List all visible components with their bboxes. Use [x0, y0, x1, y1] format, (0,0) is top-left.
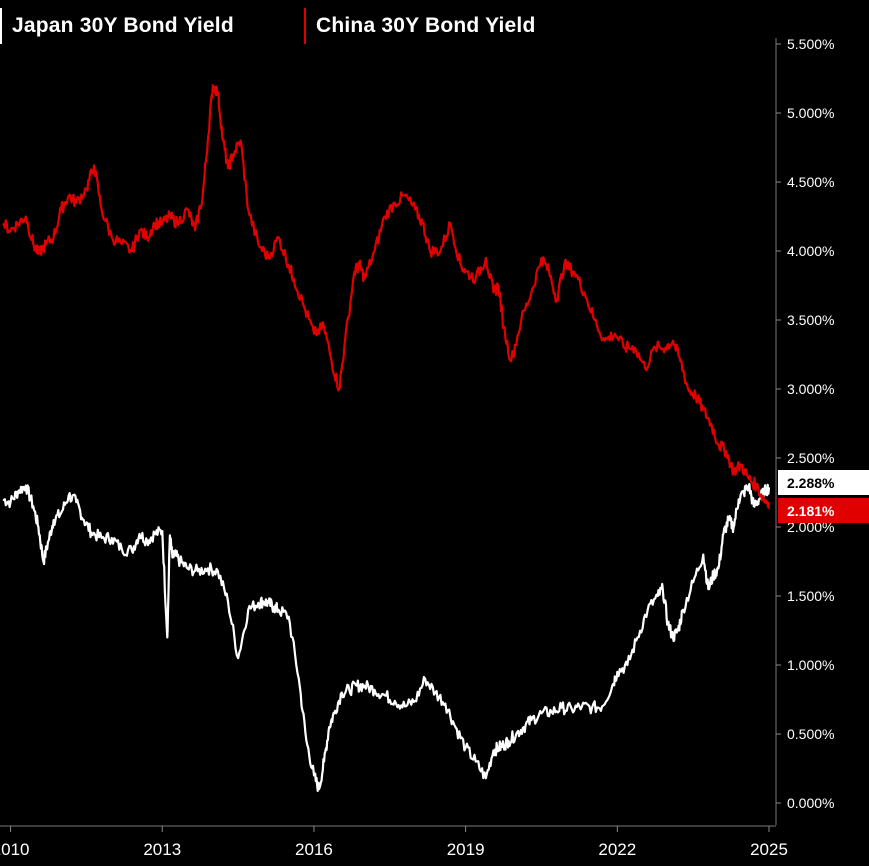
x-tick-label: 2019 [447, 840, 485, 859]
y-tick-label: 4.500% [787, 174, 834, 190]
last-value-labels: 2.288% 2.181% [778, 470, 869, 523]
y-tick-label: 1.500% [787, 588, 834, 604]
y-tick-label: 0.500% [787, 726, 834, 742]
x-axis: 2010 2013 2016 2019 2022 2025 [0, 825, 788, 859]
series-lines [2, 84, 771, 792]
x-tick-label: 2016 [295, 840, 333, 859]
legend-label-japan: Japan 30Y Bond Yield [12, 14, 234, 37]
legend-swatch-japan [0, 8, 2, 44]
y-tick-label: 2.500% [787, 450, 834, 466]
y-tick-label: 1.000% [787, 657, 834, 673]
last-value-label-china: 2.181% [787, 503, 835, 519]
legend-label-china: China 30Y Bond Yield [316, 14, 536, 37]
legend-item-china: China 30Y Bond Yield [304, 8, 536, 44]
y-tick-label: 5.000% [787, 105, 834, 121]
x-tick-label: 2010 [0, 840, 29, 859]
last-value-label-japan: 2.288% [787, 475, 835, 491]
x-tick-label: 2013 [143, 840, 181, 859]
series-line-china [2, 84, 771, 509]
y-tick-label: 3.500% [787, 312, 834, 328]
y-tick-label: 5.500% [787, 36, 834, 52]
last-value-badge-china [778, 498, 869, 523]
y-tick-label: 4.000% [787, 243, 834, 259]
legend-item-japan: Japan 30Y Bond Yield [0, 8, 234, 44]
legend-swatch-china [304, 8, 306, 44]
series-line-japan [2, 482, 771, 792]
last-value-badge-japan [778, 470, 869, 495]
x-tick-label: 2025 [750, 840, 788, 859]
y-tick-label: 3.000% [787, 381, 834, 397]
y-tick-label: 0.000% [787, 795, 834, 811]
x-tick-label: 2022 [598, 840, 636, 859]
